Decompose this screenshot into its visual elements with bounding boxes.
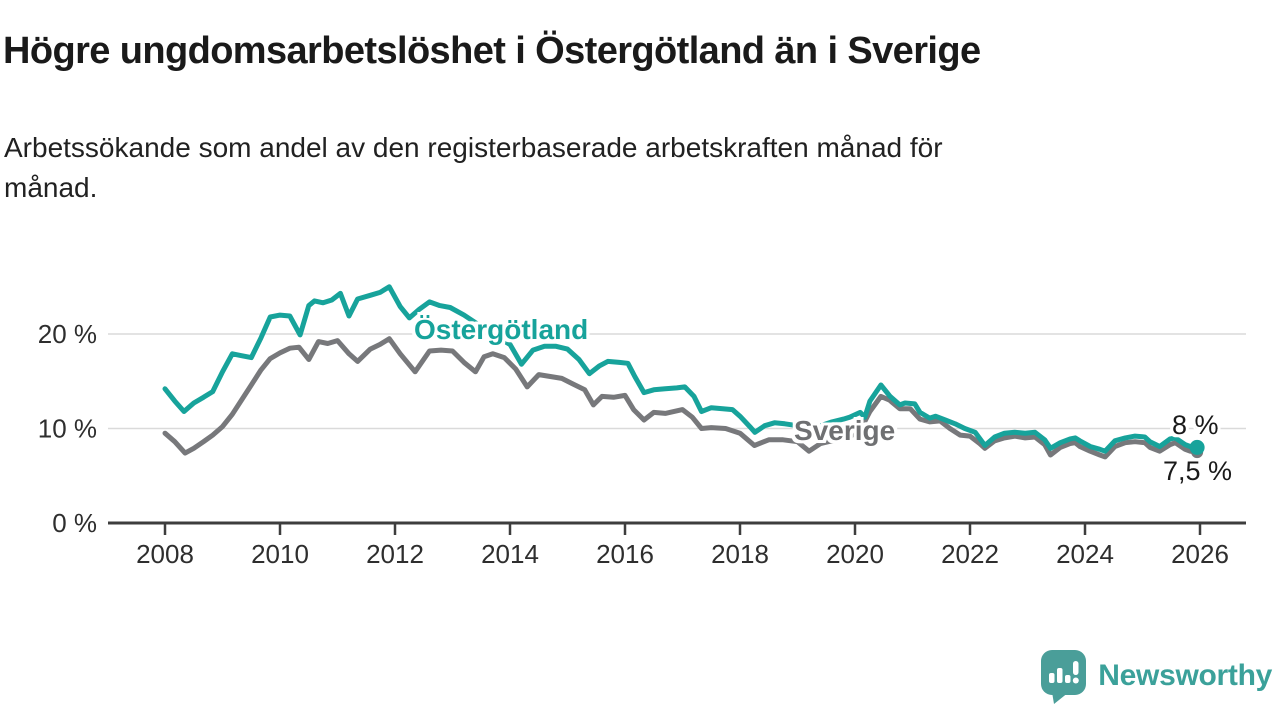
series-label-sverige: Sverige	[794, 415, 896, 446]
x-tick-label: 2026	[1171, 539, 1229, 569]
newsworthy-logo-icon	[1041, 650, 1087, 704]
ostergotland-end-dot	[1189, 439, 1205, 455]
subtitle-line-1: Arbetssökande som andel av den registerb…	[4, 132, 943, 163]
newsworthy-logo: Newsworthy	[1039, 648, 1272, 704]
x-tick-label: 2008	[136, 539, 194, 569]
x-tick-label: 2024	[1056, 539, 1114, 569]
x-tick-label: 2022	[941, 539, 999, 569]
x-tick-label: 2012	[366, 539, 424, 569]
newsworthy-logo-text: Newsworthy	[1098, 659, 1272, 692]
x-tick-label: 2018	[711, 539, 769, 569]
chart-subtitle: Arbetssökande som andel av den registerb…	[4, 128, 1204, 208]
end-value-label-sverige: 7,5 %	[1163, 456, 1233, 486]
x-tick-label: 2010	[251, 539, 309, 569]
sverige-line	[162, 336, 1200, 460]
page-title: Högre ungdomsarbetslöshet i Östergötland…	[3, 30, 981, 72]
y-tick-label: 0 %	[52, 508, 97, 538]
x-tick-label: 2014	[481, 539, 539, 569]
x-tick-label: 2016	[596, 539, 654, 569]
ostergotland-line	[162, 284, 1200, 454]
x-tick-label: 2020	[826, 539, 884, 569]
series-label-ostergotland: Östergötland	[414, 314, 589, 345]
y-tick-label: 10 %	[38, 414, 97, 444]
subtitle-line-2: månad.	[4, 171, 98, 203]
end-value-label-ostergotland: 8 %	[1172, 410, 1219, 440]
y-tick-label: 20 %	[38, 319, 97, 349]
